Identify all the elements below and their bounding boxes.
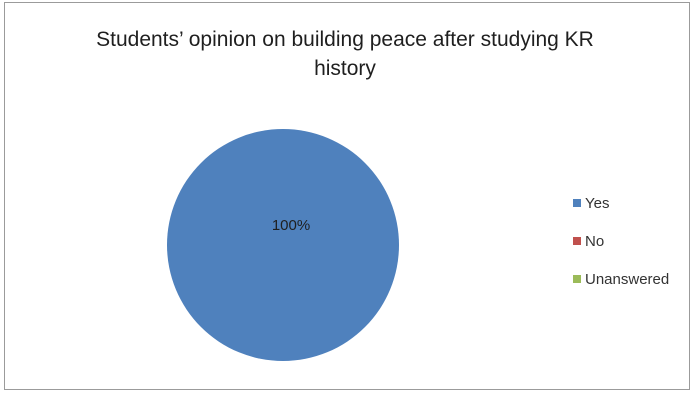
pie-chart: 100% [167,129,399,361]
pie-slice-yes [167,129,399,361]
chart-frame: Students’ opinion on building peace afte… [4,2,690,390]
legend-swatch-no [573,237,581,245]
chart-title: Students’ opinion on building peace afte… [85,25,605,83]
legend-label-unanswered: Unanswered [585,270,670,288]
legend-item-no: No [573,231,669,251]
chart-title-line-1: Students’ opinion on building peace afte… [96,28,594,51]
legend-swatch-yes [573,199,581,207]
legend-item-unanswered: Unanswered [573,269,669,289]
legend-label-yes: Yes [585,194,610,212]
chart-legend: Yes No Unanswered [573,193,669,307]
legend-label-no: No [585,232,605,250]
legend-swatch-unanswered [573,275,581,283]
chart-title-line-2: history [314,57,376,80]
data-label-yes: 100% [272,217,310,234]
legend-item-yes: Yes [573,193,669,213]
